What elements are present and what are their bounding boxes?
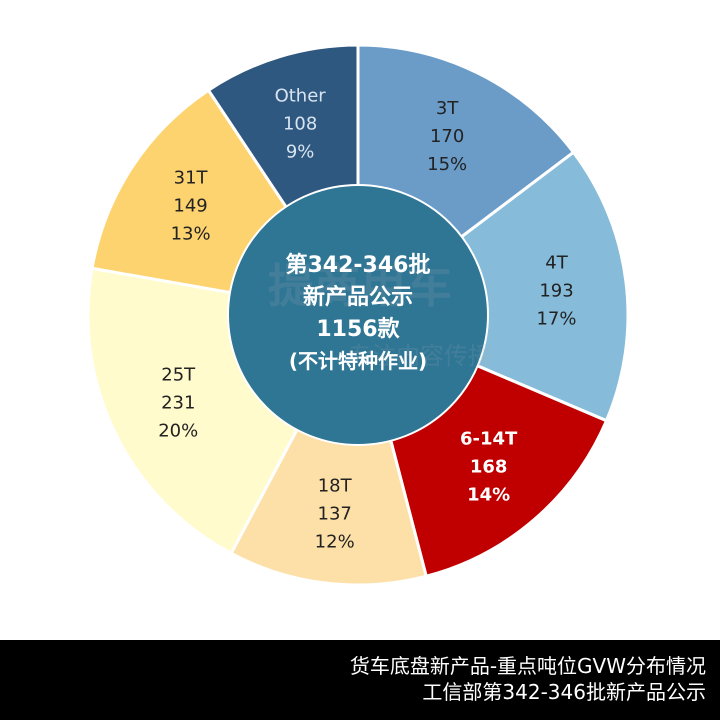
- slice-4t: [355, 150, 630, 423]
- center-label: 第342-346批 新产品公示 1156款 (不计特种作业): [286, 252, 431, 373]
- center-label-line2: 新产品公示: [303, 284, 413, 310]
- slice-label-25t: 25T 231 20%: [158, 365, 198, 442]
- slice-category-label: 18T: [318, 476, 353, 497]
- slice-percent-label: 15%: [427, 154, 467, 175]
- slice-value-label: 193: [539, 281, 573, 302]
- slice-category-label: 31T: [174, 168, 209, 189]
- slice-category-label: 6-14T: [460, 428, 518, 449]
- slice-label-6-14t: 6-14T 168 14%: [460, 428, 518, 505]
- watermark-line2: 专注内容传播: [348, 342, 492, 370]
- slice-label-31t: 31T 149 13%: [171, 168, 211, 245]
- slice-label-18t: 18T 137 12%: [315, 476, 355, 553]
- slice-category-label: 3T: [436, 98, 459, 119]
- center-disc: [227, 184, 489, 446]
- watermark: 提商用车 专注内容传播: [268, 259, 492, 370]
- slice-value-label: 170: [430, 126, 464, 147]
- slice-label-3t: 3T 170 15%: [427, 98, 467, 175]
- slice-value-label: 149: [173, 196, 207, 217]
- slice-category-label: 4T: [545, 253, 568, 274]
- donut-chart: 提商用车 专注内容传播 第342-346批 新产品公示 1156款 (不计特种作…: [86, 43, 630, 587]
- center-label-line1: 第342-346批: [286, 252, 431, 278]
- slice-value-label: 137: [318, 504, 352, 525]
- slice-percent-label: 14%: [467, 484, 510, 505]
- slice-category-label: Other: [275, 86, 327, 107]
- slice-value-label: 231: [161, 393, 195, 414]
- slice-18t: [229, 310, 429, 587]
- footer-title: 货车底盘新产品-重点吨位GVW分布情况: [349, 654, 706, 678]
- footer-banner: 货车底盘新产品-重点吨位GVW分布情况 工信部第342-346批新产品公示: [0, 640, 720, 720]
- slice-percent-label: 20%: [158, 421, 198, 442]
- slice-value-label: 168: [470, 456, 508, 477]
- slice-percent-label: 17%: [536, 309, 576, 330]
- slice-value-label: 108: [283, 114, 317, 135]
- watermark-line1: 提商用车: [268, 259, 452, 313]
- slice-percent-label: 12%: [315, 532, 355, 553]
- slice-category-label: 25T: [161, 365, 196, 386]
- slice-label-other: Other 108 9%: [275, 86, 327, 163]
- labels-layer: 3T17015%4T19317%6-14T16814%18T13712%25T2…: [158, 86, 576, 553]
- center-label-line3: 1156款: [316, 316, 400, 342]
- footer-subtitle: 工信部第342-346批新产品公示: [422, 680, 706, 704]
- slice-label-4t: 4T 193 17%: [536, 253, 576, 330]
- center-label-line4: (不计特种作业): [289, 349, 427, 373]
- slice-percent-label: 9%: [286, 142, 315, 163]
- chart-svg: 提商用车 专注内容传播 第342-346批 新产品公示 1156款 (不计特种作…: [86, 43, 630, 587]
- slice-percent-label: 13%: [171, 224, 211, 245]
